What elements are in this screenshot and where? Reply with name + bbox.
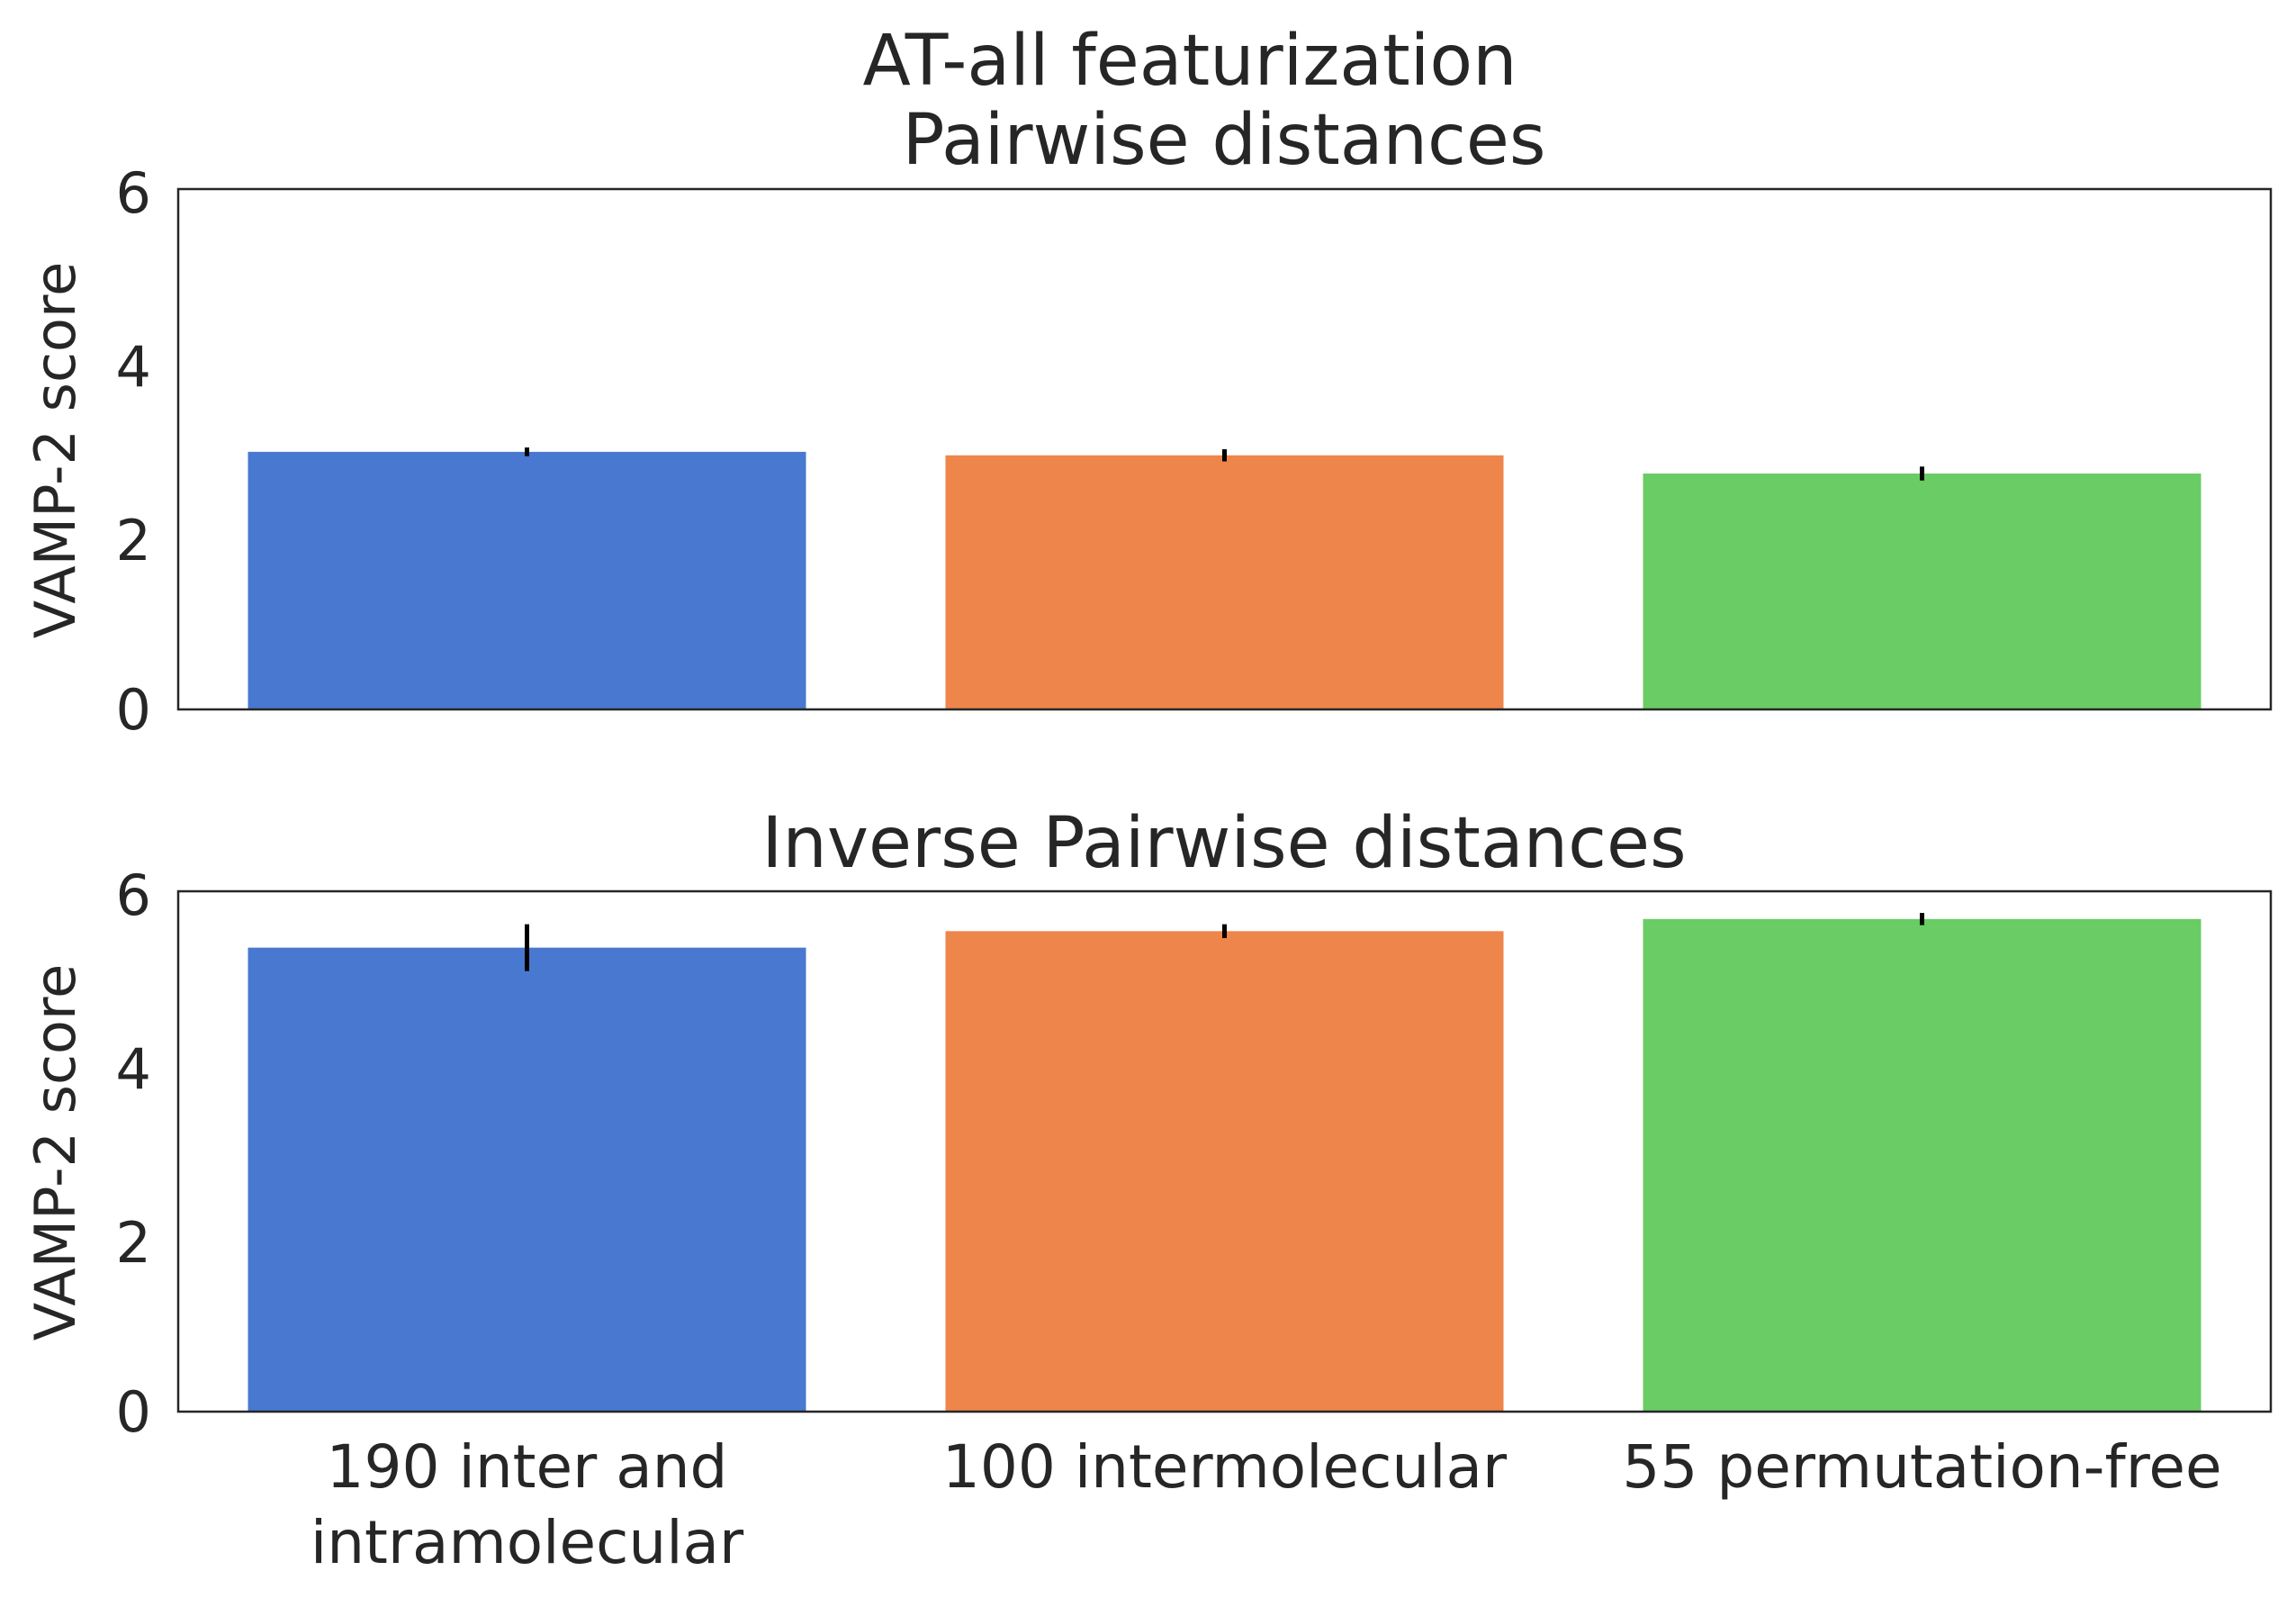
panel-title: Pairwise distances [902, 100, 1545, 181]
error-bars [525, 447, 1924, 481]
y-ticks: 0 2 4 6 [116, 160, 151, 743]
panel-title: Inverse Pairwise distances [761, 803, 1686, 884]
y-tick-label: 2 [116, 1210, 151, 1276]
bar [945, 931, 1504, 1412]
y-tick-label: 4 [116, 1036, 151, 1102]
y-tick-label: 6 [116, 862, 151, 928]
y-axis-label: VAMP-2 score [23, 262, 88, 639]
x-tick-labels: 190 inter and intramolecular 100 intermole… [311, 1432, 2222, 1577]
panel-inverse-pairwise: Inverse Pairwise distances VAMP-2 score … [23, 803, 2273, 1445]
bars [248, 451, 2201, 709]
error-bars [525, 913, 1924, 971]
y-axis-label: VAMP-2 score [23, 964, 88, 1341]
x-tick-label: 55 permutation-free [1622, 1432, 2221, 1502]
bar [1643, 918, 2201, 1412]
x-tick-label: 100 intermolecular [942, 1432, 1508, 1502]
bar [1643, 473, 2201, 709]
panel-pairwise: Pairwise distances VAMP-2 score 0 2 4 6 [23, 100, 2273, 743]
y-tick-label: 0 [116, 677, 151, 743]
bar [248, 947, 806, 1412]
plot-frame [176, 889, 2273, 1413]
bars [248, 918, 2201, 1412]
y-tick-label: 0 [116, 1379, 151, 1445]
x-tick-label: 190 inter and intramolecular [311, 1432, 744, 1577]
y-tick-label: 6 [116, 160, 151, 226]
y-ticks: 0 2 4 6 [116, 862, 151, 1445]
y-tick-label: 2 [116, 508, 151, 573]
y-tick-label: 4 [116, 334, 151, 400]
bar [945, 455, 1504, 709]
bar [248, 451, 806, 709]
plot-frame [176, 187, 2273, 711]
figure-suptitle: AT-all featurization [862, 21, 1517, 102]
